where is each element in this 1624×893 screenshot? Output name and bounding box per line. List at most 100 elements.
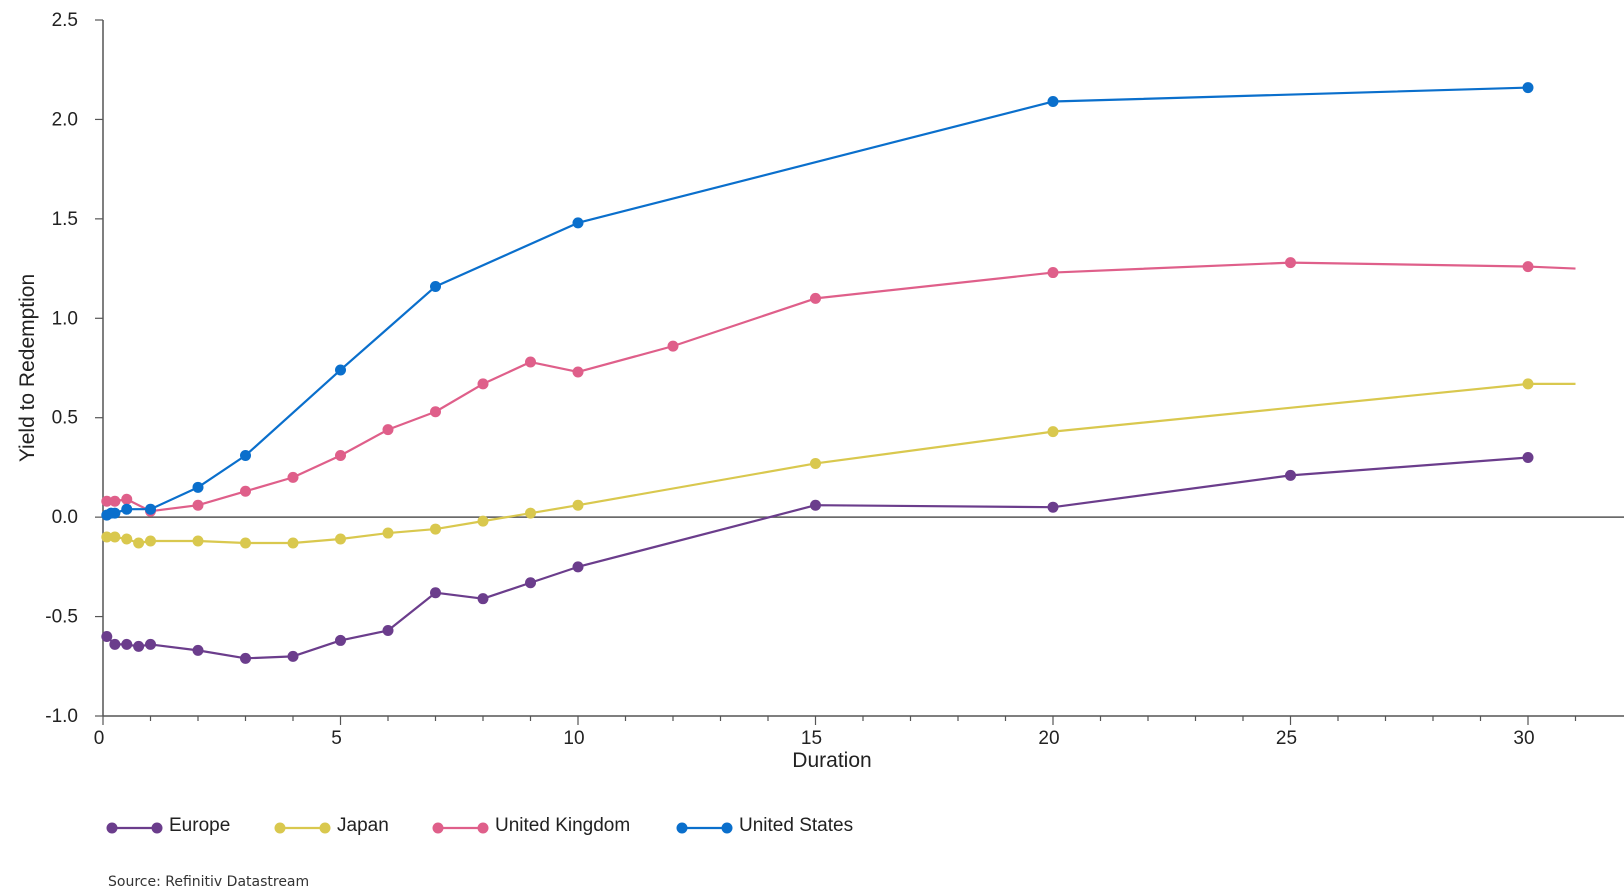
data-point-europe (810, 499, 821, 511)
series-line-europe (106, 456, 1529, 660)
data-point-japan (335, 533, 346, 545)
data-point-japan (192, 535, 204, 547)
data-point-united-kingdom (192, 499, 204, 511)
data-point-japan (109, 531, 121, 543)
data-point-japan (477, 515, 489, 527)
legend: Europe Japan United Kingdom United States (106, 815, 853, 836)
legend-label: Japan (337, 815, 389, 836)
legend-marker (676, 822, 688, 834)
data-point-united-kingdom (1522, 261, 1534, 273)
legend-label: United Kingdom (495, 815, 630, 836)
data-point-united-kingdom (477, 378, 489, 390)
data-point-japan (133, 537, 145, 549)
y-tick-label: 0.0 (52, 507, 78, 528)
data-point-united-states (1522, 82, 1534, 94)
x-tick-label: 15 (801, 728, 822, 749)
data-point-japan (430, 523, 441, 535)
data-point-europe (1047, 501, 1059, 513)
data-point-europe (192, 644, 204, 656)
data-point-europe (1285, 469, 1296, 481)
data-point-united-kingdom (810, 292, 821, 304)
data-point-united-states (192, 481, 204, 493)
x-tick-label: 25 (1276, 728, 1297, 749)
x-tick-label: 10 (563, 728, 584, 749)
x-axis-title: Duration (792, 749, 871, 772)
source-note: Source: Refinitiv Datastream (108, 874, 310, 890)
legend-marker (432, 822, 444, 834)
series-japan (101, 378, 1576, 549)
y-tick-label: -1.0 (45, 706, 78, 727)
data-point-united-kingdom (287, 471, 299, 483)
data-point-united-states (109, 507, 121, 519)
data-point-united-states (240, 449, 251, 461)
data-point-japan (287, 537, 299, 549)
x-tick-label: 30 (1513, 728, 1534, 749)
data-point-japan (101, 531, 113, 543)
legend-marker (106, 822, 118, 834)
data-point-japan (145, 535, 156, 547)
series-europe (101, 451, 1534, 664)
axes-layer: -1.0 -0.5 0.0 0.5 1.0 1.5 2.0 2.5 0 5 10 15 20 25 30 (45, 10, 1624, 749)
data-point-united-kingdom (382, 424, 394, 436)
data-point-united-kingdom (667, 340, 679, 352)
data-point-europe (525, 577, 536, 589)
data-point-japan (240, 537, 251, 549)
data-point-europe (240, 652, 251, 664)
series-line-united-kingdom (106, 261, 1576, 513)
data-point-united-kingdom (1047, 267, 1059, 279)
data-point-united-kingdom (109, 495, 121, 507)
legend-item-europe: Europe (106, 815, 230, 836)
data-point-japan (382, 527, 394, 539)
data-point-united-kingdom (525, 356, 536, 368)
data-point-europe (109, 638, 121, 650)
data-point-japan (1047, 426, 1059, 438)
data-point-europe (430, 587, 441, 599)
data-point-united-states (1047, 96, 1059, 108)
x-tick-label: 5 (331, 728, 342, 749)
data-point-europe (145, 638, 156, 650)
data-point-europe (1522, 451, 1534, 463)
data-point-europe (572, 561, 584, 573)
series-united-states (101, 82, 1534, 521)
y-tick-label: 2.5 (52, 10, 78, 31)
data-point-japan (810, 457, 821, 469)
data-point-japan (525, 507, 536, 519)
x-tick-label: 20 (1038, 728, 1059, 749)
data-point-united-kingdom (572, 366, 584, 378)
x-tick-label: 0 (94, 728, 105, 749)
y-tick-label: 1.5 (52, 209, 78, 230)
y-axis-title: Yield to Redemption (16, 274, 39, 462)
data-point-europe (101, 630, 113, 642)
data-point-japan (121, 533, 133, 545)
data-point-europe (121, 638, 133, 650)
legend-marker (274, 822, 286, 834)
y-tick-label: 0.5 (52, 408, 78, 429)
data-point-united-states (430, 280, 441, 292)
legend-marker (477, 822, 489, 834)
data-point-europe (133, 640, 145, 652)
legend-label: United States (739, 815, 853, 836)
legend-item-united-states: United States (676, 815, 853, 836)
y-tick-label: 2.0 (52, 109, 78, 130)
data-point-japan (1522, 378, 1534, 390)
legend-marker (721, 822, 733, 834)
data-point-europe (477, 593, 489, 605)
data-point-united-kingdom (121, 493, 133, 505)
legend-item-united-kingdom: United Kingdom (432, 815, 630, 836)
data-point-united-states (145, 503, 156, 515)
data-point-europe (335, 634, 346, 646)
data-point-united-states (335, 364, 346, 376)
data-point-europe (382, 624, 394, 636)
data-point-united-kingdom (430, 406, 441, 418)
data-point-united-states (121, 503, 133, 515)
legend-label: Europe (169, 815, 230, 836)
series-layer (101, 82, 1576, 664)
data-point-united-kingdom (101, 495, 113, 507)
data-point-united-kingdom (335, 449, 346, 461)
data-point-united-states (572, 217, 584, 229)
legend-marker (151, 822, 163, 834)
legend-item-japan: Japan (274, 815, 389, 836)
series-line-japan (106, 382, 1576, 545)
y-tick-label: 1.0 (52, 308, 78, 329)
